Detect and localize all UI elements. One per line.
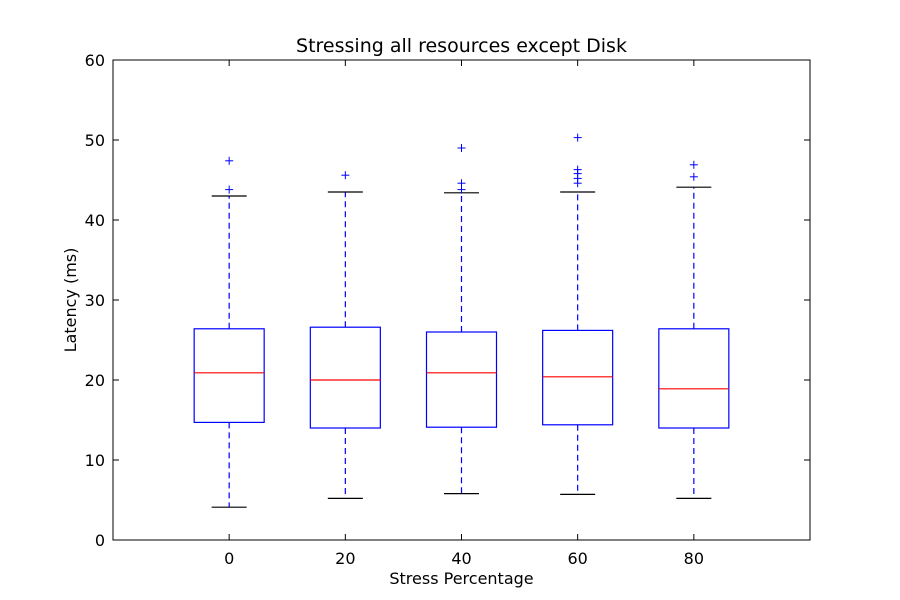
flier-point: [341, 171, 350, 180]
iqr-box: [542, 329, 614, 426]
box-0: [193, 156, 265, 508]
plot-marks: [193, 133, 730, 508]
iqr-box: [193, 328, 265, 423]
flier-point: [689, 160, 698, 169]
y-tick-label: 20: [85, 371, 105, 390]
flier-point: [457, 179, 466, 188]
x-tick-label: 80: [684, 549, 704, 568]
y-tick-label: 50: [85, 131, 105, 150]
flier-point: [457, 144, 466, 152]
y-axis-label: Latency (ms): [61, 248, 80, 353]
y-tick-label: 30: [85, 291, 105, 310]
flier-point: [225, 185, 234, 194]
y-tick-label: 40: [85, 211, 105, 230]
x-tick-label: 20: [335, 549, 355, 568]
x-axis-label: Stress Percentage: [389, 569, 533, 588]
axis-ticks: 0 10 20 30 40 50 60 0 20 40 60 80: [85, 51, 810, 568]
x-tick-label: 0: [224, 549, 234, 568]
iqr-box: [658, 328, 730, 429]
iqr-box: [425, 331, 498, 428]
flier-point: [573, 165, 582, 174]
box-40: [425, 144, 498, 495]
flier-point: [573, 133, 582, 142]
iqr-box: [309, 326, 381, 429]
flier-point: [225, 156, 234, 165]
flier-point: [689, 172, 698, 181]
x-tick-label: 40: [451, 549, 471, 568]
y-tick-label: 10: [85, 451, 105, 470]
box-20: [309, 171, 381, 499]
y-tick-label: 0: [95, 531, 105, 550]
box-60: [542, 133, 614, 495]
x-tick-label: 60: [567, 549, 587, 568]
box-80: [658, 160, 730, 499]
chart-title: Stressing all resources except Disk: [296, 35, 627, 57]
y-tick-label: 60: [85, 51, 105, 70]
